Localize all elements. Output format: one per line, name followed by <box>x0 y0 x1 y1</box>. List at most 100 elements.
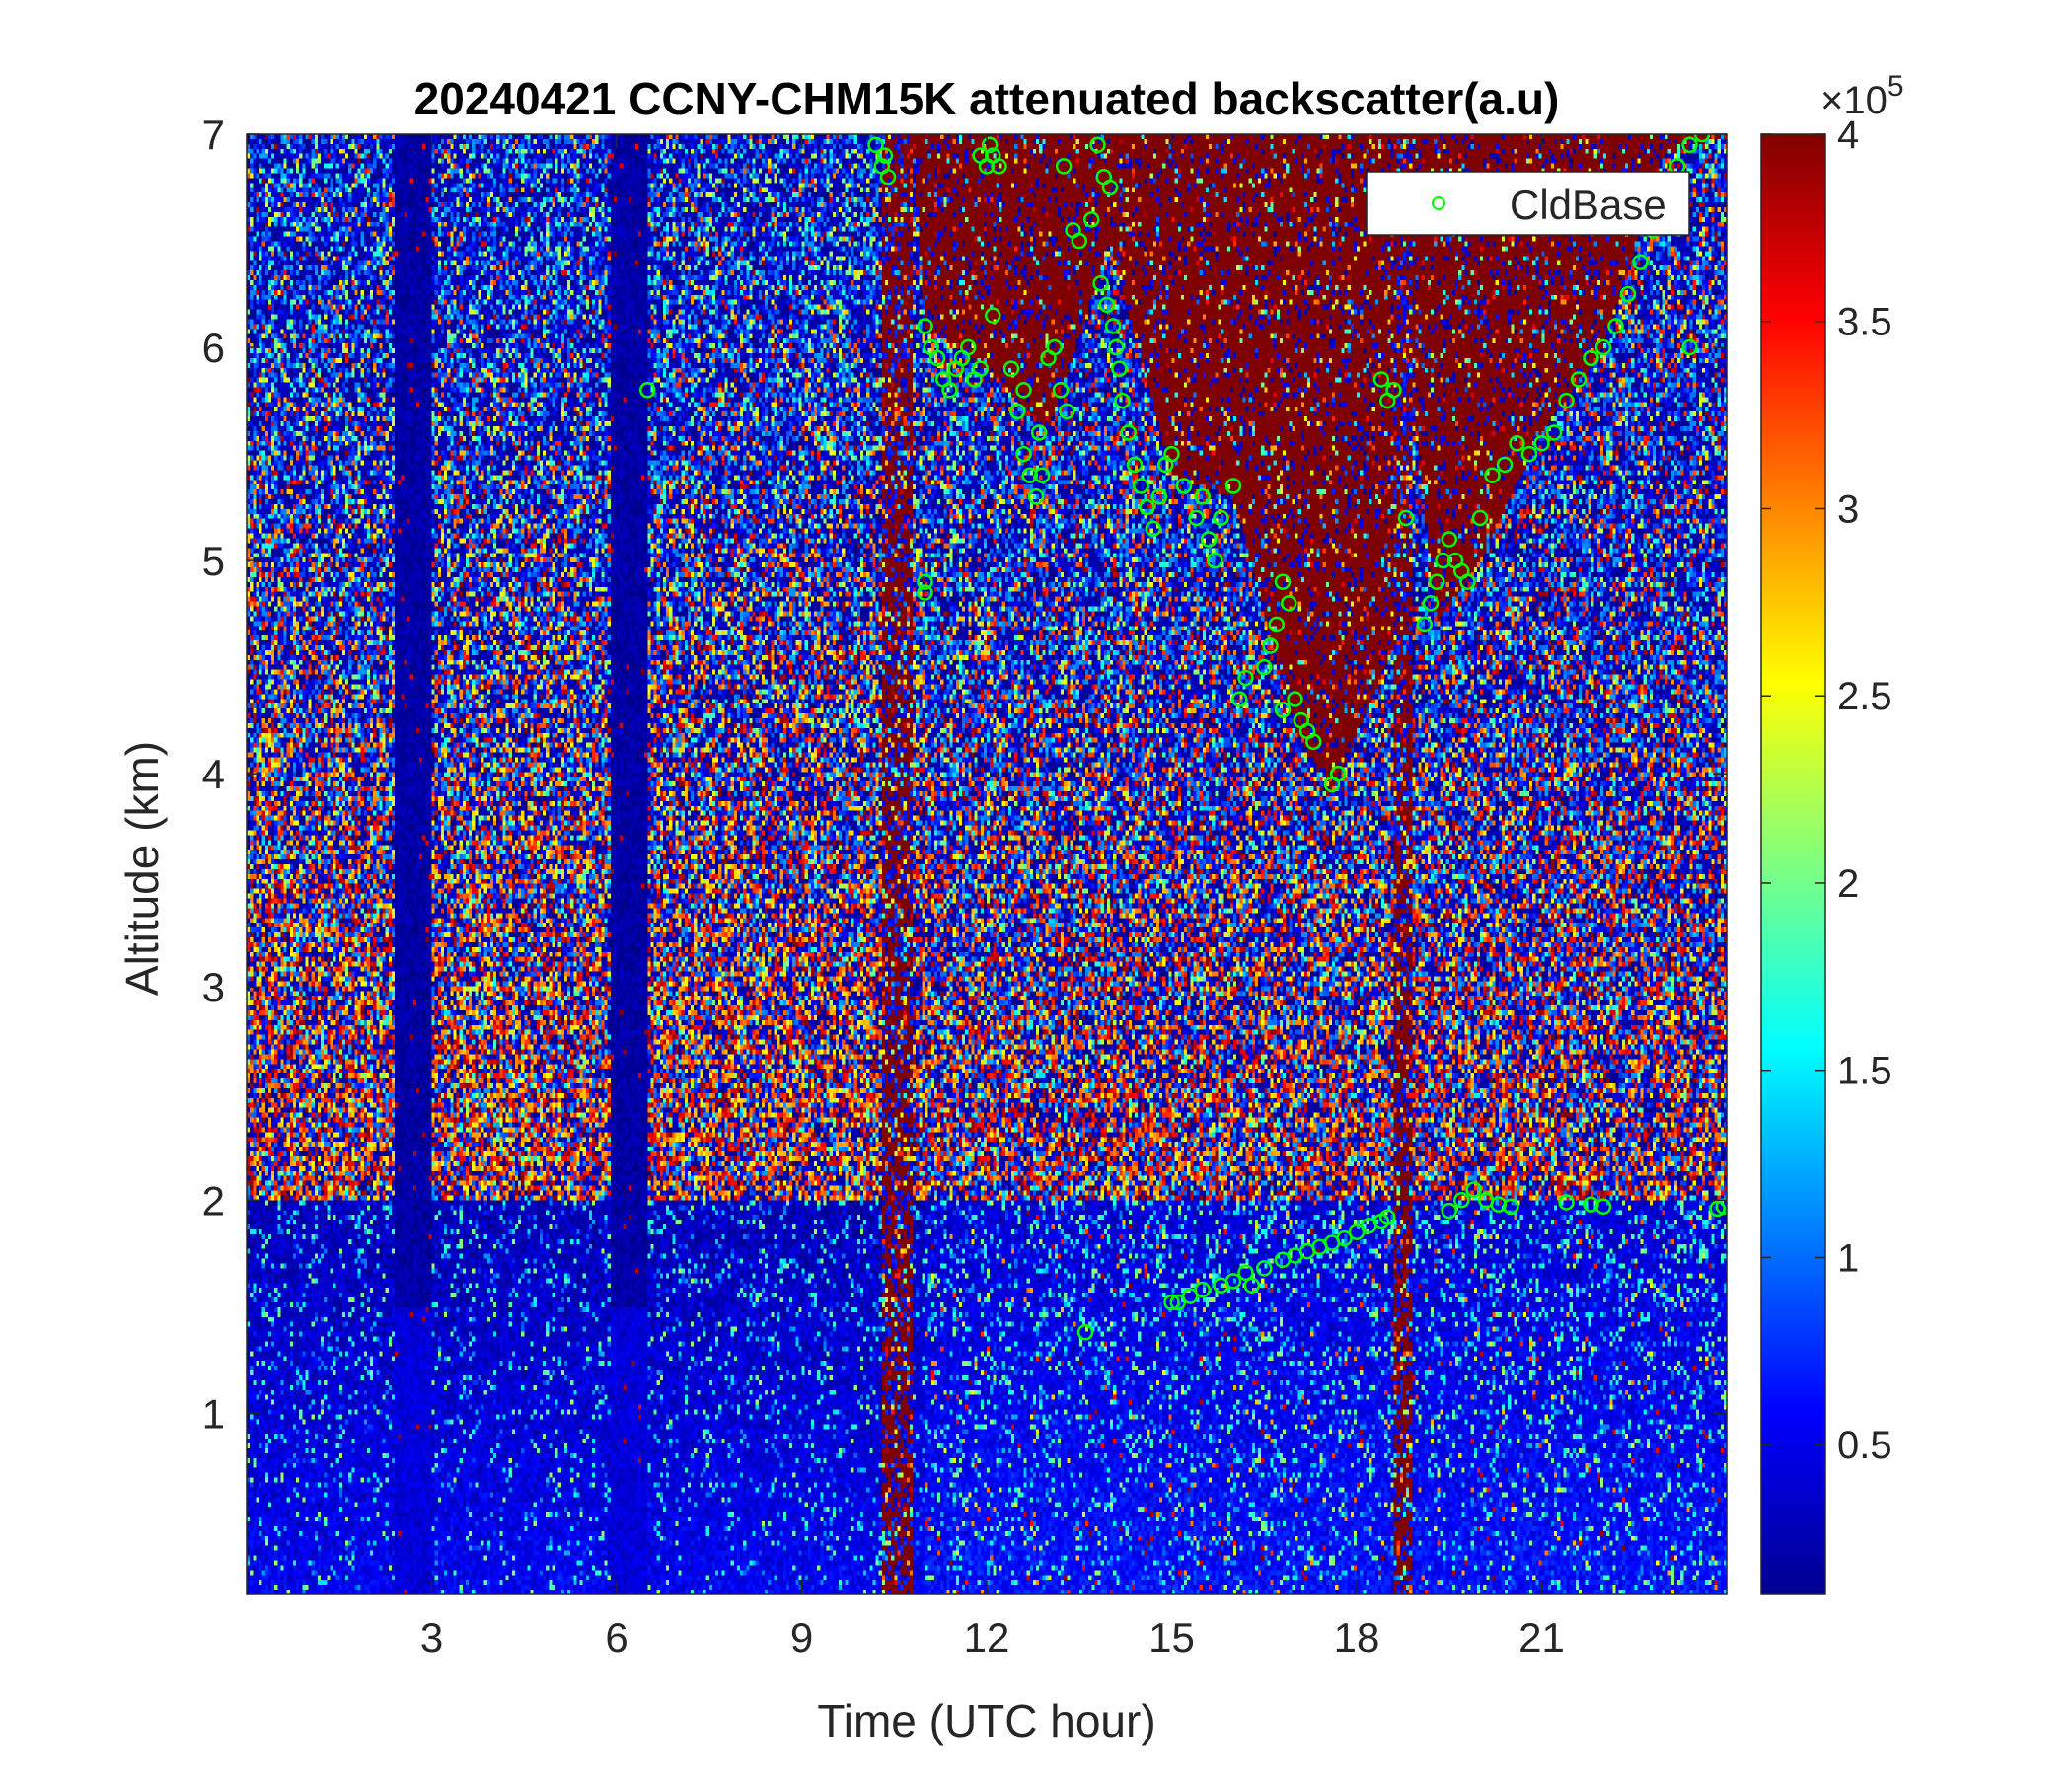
cldbase-point <box>1441 531 1457 548</box>
cldbase-point <box>1169 1294 1186 1311</box>
cldbase-point <box>1133 478 1149 494</box>
cldbase-point <box>1150 488 1168 505</box>
x-axis: 3 6 9 12 15 18 21 <box>420 134 1565 1661</box>
cldbase-point <box>1015 445 1032 463</box>
cldbase-point <box>1533 435 1550 452</box>
cldbase-point <box>1509 435 1525 452</box>
cldbase-point <box>1429 573 1445 590</box>
cldbase-point <box>1092 274 1109 292</box>
y-tick-label: 6 <box>202 325 225 371</box>
colorbar-exponent-power: 5 <box>1887 70 1904 103</box>
x-axis-label: Time (UTC hour) <box>817 1695 1155 1746</box>
cldbase-point <box>1471 509 1489 527</box>
cldbase-point <box>1046 338 1063 356</box>
cldbase-point <box>1052 382 1070 399</box>
x-tick-label: 12 <box>964 1614 1010 1661</box>
cldbase-point <box>876 147 894 164</box>
cldbase-point <box>1231 691 1248 707</box>
cldbase-point <box>1163 1294 1180 1311</box>
cldbase-point <box>991 158 1007 175</box>
cldbase-point <box>1287 691 1303 707</box>
cldbase-point <box>1207 552 1223 569</box>
colorbar-tick-label: 2 <box>1837 862 1859 906</box>
x-tick-label: 21 <box>1518 1614 1565 1661</box>
cldbase-point <box>1274 702 1292 718</box>
cldbase-point <box>1027 488 1045 505</box>
cldbase-point <box>1089 136 1106 154</box>
cldbase-point <box>1281 595 1297 612</box>
cldbase-point <box>1594 338 1612 356</box>
cldbase-point <box>960 338 977 356</box>
cldbase-point <box>1076 1323 1094 1341</box>
cldbase-point <box>639 382 656 399</box>
cldbase-point <box>1453 1192 1470 1209</box>
cldbase-point <box>1379 1209 1396 1225</box>
cldbase-point <box>1484 467 1501 483</box>
cldbase-point <box>1558 392 1575 409</box>
cldbase-point <box>1520 445 1538 463</box>
colorbar-tick-label: 4 <box>1837 113 1859 157</box>
legend: CldBase <box>1366 171 1690 236</box>
cldbase-point <box>1496 456 1514 474</box>
cldbase-point <box>1348 1223 1366 1240</box>
cldbase-point <box>1083 211 1100 228</box>
cloud-base-markers <box>639 134 1727 1341</box>
heatmap-image <box>247 134 1727 1594</box>
cldbase-point <box>1681 136 1698 154</box>
cldbase-point <box>1681 338 1698 356</box>
cldbase-point <box>1435 552 1451 569</box>
cldbase-point <box>1098 296 1116 314</box>
cldbase-point <box>1145 520 1161 537</box>
cldbase-point <box>1021 467 1038 483</box>
cldbase-point <box>1256 658 1273 676</box>
cldbase-point <box>1256 1260 1273 1277</box>
colorbar-tick-label: 0.5 <box>1837 1424 1892 1467</box>
cldbase-point <box>1059 403 1075 420</box>
cldbase-point <box>1268 616 1285 633</box>
cldbase-point <box>1545 424 1563 441</box>
cldbase-point <box>1305 733 1322 751</box>
cldbase-point <box>1200 531 1218 548</box>
x-tick-label: 3 <box>420 1614 443 1661</box>
colorbar-tick-label: 1.5 <box>1837 1050 1892 1093</box>
colorbar-ticks: 0.5 1 1.5 2 2.5 3 3.5 4 <box>1761 113 1892 1467</box>
cldbase-point <box>1108 338 1125 356</box>
colorbar-tick-label: 3.5 <box>1837 301 1892 344</box>
x-tick-label: 18 <box>1334 1614 1380 1661</box>
colorbar-exponent-base: ×10 <box>1820 79 1887 122</box>
y-tick-label: 3 <box>202 964 225 1010</box>
legend-marker-cldbase <box>1432 196 1445 210</box>
cldbase-point <box>917 584 933 601</box>
cldbase-point <box>879 168 897 185</box>
cldbase-point <box>1055 158 1073 175</box>
y-tick-label: 7 <box>202 111 225 158</box>
cldbase-point <box>1397 509 1415 527</box>
cldbase-point <box>1619 285 1637 303</box>
cldbase-point <box>917 573 933 590</box>
cldbase-point <box>1385 382 1402 399</box>
cldbase-point <box>1262 637 1279 654</box>
plot-area <box>246 133 1728 1595</box>
cldbase-point <box>1224 1273 1242 1290</box>
cldbase-point <box>1422 595 1440 612</box>
cldbase-point <box>1002 360 1020 377</box>
cldbase-point <box>1163 445 1180 463</box>
cldbase-point <box>1194 488 1211 505</box>
cldbase-point <box>941 382 958 399</box>
x-tick-label: 9 <box>790 1614 813 1661</box>
cldbase-point <box>1274 573 1292 590</box>
y-tick-label: 2 <box>202 1177 225 1223</box>
y-axis-label: Altitude (km) <box>116 741 168 996</box>
cldbase-point <box>1323 776 1341 793</box>
cldbase-point <box>1139 498 1155 516</box>
legend-box <box>1366 171 1690 236</box>
cldbase-point <box>1015 382 1032 399</box>
cldbase-point <box>985 307 1001 324</box>
cldbase-point <box>1416 616 1433 633</box>
colorbar-gradient <box>1760 133 1826 1595</box>
legend-label-cldbase: CldBase <box>1510 182 1666 228</box>
colorbar-tick-label: 2.5 <box>1837 675 1892 718</box>
cldbase-point <box>972 360 989 377</box>
cldbase-point <box>1607 318 1624 334</box>
cldbase-point <box>1009 403 1026 420</box>
